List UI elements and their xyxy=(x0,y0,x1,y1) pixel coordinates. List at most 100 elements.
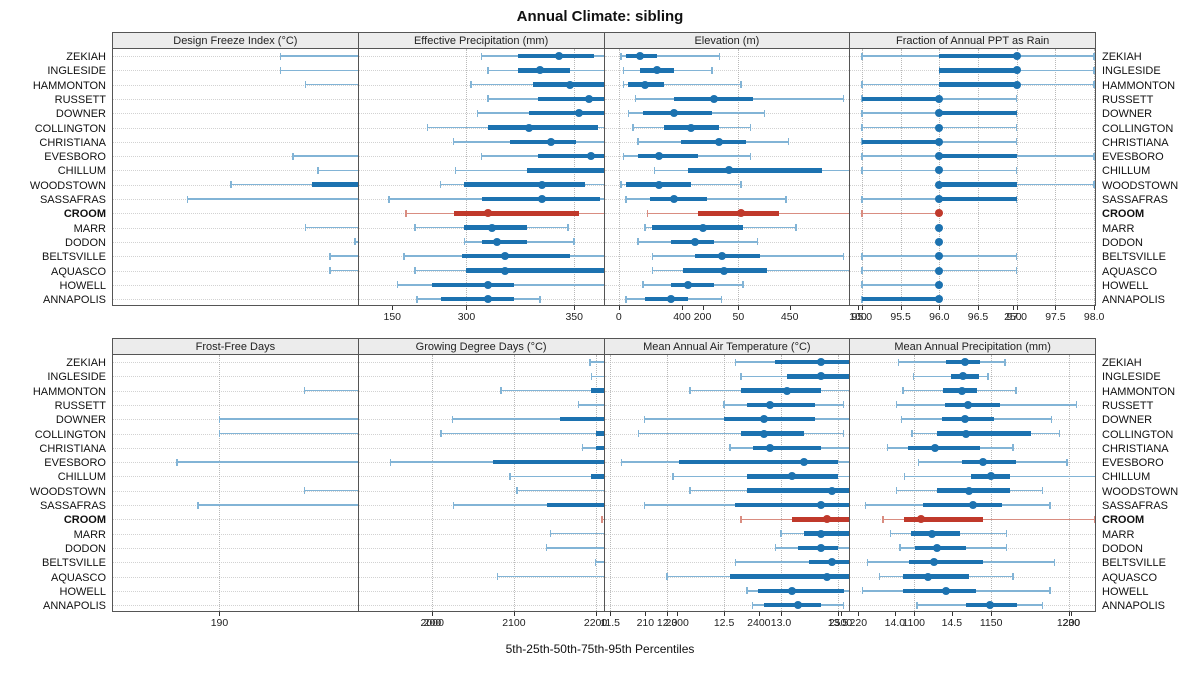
whisker-cap-high xyxy=(1015,195,1018,203)
location-label-evesboro: EVESBORO xyxy=(44,151,106,164)
gridline-h xyxy=(113,562,358,564)
gridline-h xyxy=(358,476,604,478)
gridline-h xyxy=(113,70,358,72)
location-label-dodon: DODON xyxy=(65,236,106,249)
iqr-bar xyxy=(526,168,604,173)
axis-tick-label: 250 xyxy=(1004,311,1022,323)
axis-tick-label: 14.0 xyxy=(884,617,906,629)
median-dot xyxy=(935,152,944,161)
whisker-cap-high xyxy=(1012,573,1014,580)
whisker-line xyxy=(441,432,604,435)
whisker-cap-low xyxy=(577,401,580,409)
whisker-cap-low xyxy=(470,81,472,89)
whisker-cap-low xyxy=(622,152,625,160)
whisker-line xyxy=(330,269,358,272)
whisker-cap-high xyxy=(1041,601,1044,609)
axis-tick xyxy=(1055,306,1057,310)
location-label-hammonton: HAMMONTON xyxy=(1102,79,1176,92)
axis-frost-free-days: 190 200 210 220 230 xyxy=(112,612,1080,636)
whisker-cap-low xyxy=(549,530,552,538)
gridline-h xyxy=(604,590,850,592)
whisker-cap-high xyxy=(1093,52,1095,60)
median-dot xyxy=(759,415,768,424)
whisker-cap-low xyxy=(622,81,625,89)
whisker-cap-low xyxy=(304,81,307,89)
iqr-bar xyxy=(902,588,976,594)
median-dot xyxy=(710,94,719,103)
whisker-cap-low xyxy=(354,238,356,246)
location-label-chillum: CHILLUM xyxy=(1102,471,1151,484)
whisker-cap-high xyxy=(742,281,744,289)
location-label-ingleside: INGLESIDE xyxy=(1102,371,1161,384)
gridline-v xyxy=(939,49,941,305)
location-label-dodon: DODON xyxy=(1102,542,1143,555)
median-dot xyxy=(501,252,510,261)
whisker-cap-low xyxy=(545,544,548,552)
location-label-sassafras: SASSAFRAS xyxy=(39,500,106,512)
iqr-bar xyxy=(595,445,604,451)
gridline-h xyxy=(113,227,358,229)
location-label-beltsville: BELTSVILLE xyxy=(1102,557,1166,570)
whisker-cap-low xyxy=(723,401,725,409)
whisker-cap-high xyxy=(787,138,790,146)
whisker-cap-low xyxy=(292,152,294,160)
plot-area-growing-degree-days xyxy=(357,355,605,612)
whisker-cap-low xyxy=(642,281,644,289)
whisker-line xyxy=(305,83,358,86)
median-dot xyxy=(979,458,988,467)
whisker-line xyxy=(913,375,989,378)
axis-tick xyxy=(681,306,683,310)
whisker-cap-low xyxy=(916,601,918,609)
whisker-cap-low xyxy=(861,124,863,131)
panel-frost-free-days: Frost-Free Days 190 200 210 220 230 xyxy=(112,338,1080,636)
location-label-marr: MARR xyxy=(1102,528,1135,541)
whisker-cap-low xyxy=(729,444,731,452)
median-dot xyxy=(935,223,944,232)
iqr-bar xyxy=(741,431,804,436)
median-dot xyxy=(717,252,726,261)
axis-growing-degree-days: 2000 2100 2200 2300 2400 2500 xyxy=(358,612,852,636)
axis-tick xyxy=(645,612,647,616)
whisker-cap-low xyxy=(620,181,622,189)
whisker-cap-high xyxy=(842,95,845,103)
whisker-cap-high xyxy=(740,181,742,189)
panel-row-top: ZEKIAH INGLESIDE HAMMONTON RUSSETT DOWNER COL… xyxy=(0,32,1200,330)
gridline-h xyxy=(113,404,358,406)
median-dot xyxy=(587,152,596,161)
gridline-v xyxy=(1068,355,1070,611)
whisker-line xyxy=(589,361,604,363)
whisker-cap-low xyxy=(416,295,418,303)
whisker-cap-high xyxy=(1093,66,1095,74)
whisker-cap-low xyxy=(279,52,282,60)
location-label-annapolis: ANNAPOLIS xyxy=(1102,600,1165,613)
whisker-line xyxy=(280,55,358,57)
axis-tick xyxy=(595,612,597,616)
axis-tick-label: 95.5 xyxy=(890,311,911,323)
whisker-cap-low xyxy=(734,358,737,366)
gridline-h xyxy=(113,56,358,57)
whisker-cap-low xyxy=(388,195,390,203)
iqr-bar xyxy=(907,445,981,451)
gridline-h xyxy=(113,605,358,607)
panel-header-growing-degree-days: Growing Degree Days (°C) xyxy=(357,338,605,355)
axis-fraction-ppt-rain: 95.0 95.5 96.0 96.5 97.0 97.5 98.0 xyxy=(849,306,1104,330)
whisker-cap-low xyxy=(643,415,646,423)
panel-elevation: Elevation (m) 0 50 100 xyxy=(603,32,867,330)
whisker-cap-high xyxy=(1041,487,1044,495)
iqr-bar xyxy=(591,388,604,393)
axis-tick-label: 2000 xyxy=(420,617,444,629)
median-dot xyxy=(684,280,693,289)
axis-tick-label: 200 xyxy=(693,311,712,323)
whisker-cap-low xyxy=(861,267,863,274)
whisker-line xyxy=(304,389,358,392)
gridline-h xyxy=(358,362,604,363)
median-dot xyxy=(765,400,774,409)
location-label-howell: HOWELL xyxy=(1102,279,1149,292)
iqr-bar xyxy=(671,282,715,288)
location-label-russett: RUSSETT xyxy=(54,399,106,412)
location-label-christiana: CHRISTIANA xyxy=(39,442,106,455)
median-dot xyxy=(816,529,825,538)
axis-mean-annual-precipitation: 1100 1150 1200 xyxy=(849,612,1096,636)
whisker-line xyxy=(500,389,604,392)
